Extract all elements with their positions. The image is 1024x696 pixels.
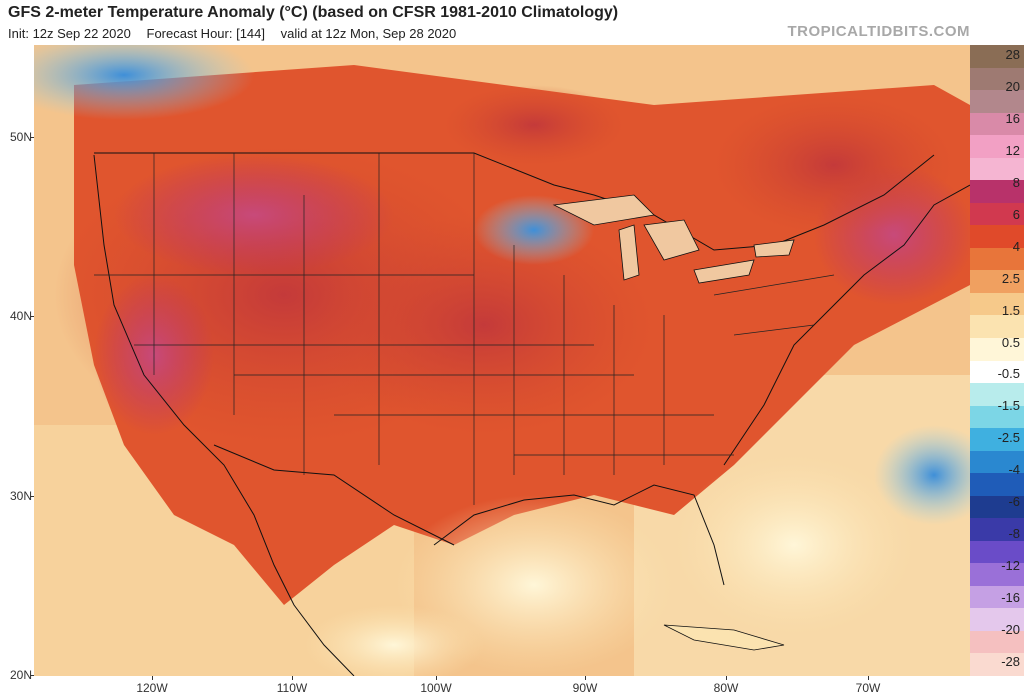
lon-label-80: 80W xyxy=(713,681,739,695)
colorbar-swatch xyxy=(970,405,1024,429)
colorbar-swatch xyxy=(970,608,1024,632)
colorbar-label: 20 xyxy=(1005,78,1020,94)
colorbar-label: 12 xyxy=(1005,142,1020,158)
lon-label-110: 110W xyxy=(276,681,308,695)
colorbar-label: -28 xyxy=(1001,654,1020,669)
colorbar-swatch xyxy=(970,383,1024,407)
lat-tick xyxy=(30,316,34,317)
colorbar-swatch xyxy=(970,653,1024,677)
state-borders xyxy=(94,153,835,505)
colorbar-swatch xyxy=(970,247,1024,271)
coastline-gulf xyxy=(433,484,725,586)
lon-tick xyxy=(436,676,437,680)
cuba-island xyxy=(663,624,785,651)
lon-tick xyxy=(152,676,153,680)
colorbar-label: -2.5 xyxy=(997,430,1020,446)
lat-tick xyxy=(30,675,34,676)
colorbar-label: -16 xyxy=(1001,590,1020,606)
colorbar-label: -0.5 xyxy=(997,366,1020,382)
lat-label-30: 30N xyxy=(9,489,32,503)
lat-label-20: 20N xyxy=(9,668,32,682)
lon-tick xyxy=(585,676,586,680)
colorbar-swatch xyxy=(970,90,1024,114)
coastline xyxy=(93,154,355,676)
lat-tick xyxy=(30,137,34,138)
colorbar-swatch xyxy=(970,630,1024,654)
colorbar-swatch xyxy=(970,585,1024,609)
colorbar-swatch xyxy=(970,337,1024,361)
lon-tick xyxy=(726,676,727,680)
colorbar-swatch xyxy=(970,473,1024,497)
colorbar-label: 8 xyxy=(1012,174,1020,190)
colorbar-swatch xyxy=(970,315,1024,339)
colorbar-swatch xyxy=(970,360,1024,384)
forecast-hour: Forecast Hour: [144] xyxy=(146,26,266,41)
site-credit: TROPICALTIDBITS.COM xyxy=(787,23,970,40)
map-canvas xyxy=(34,45,970,676)
lon-label-120: 120W xyxy=(136,681,168,695)
colorbar-label: -1.5 xyxy=(997,398,1020,414)
map-title: GFS 2-meter Temperature Anomaly (°C) (ba… xyxy=(8,4,619,21)
colorbar-swatch xyxy=(970,450,1024,474)
lat-label-50: 50N xyxy=(9,130,32,144)
colorbar-label: 28 xyxy=(1005,47,1020,62)
coastline-east xyxy=(723,184,970,466)
anomaly-map xyxy=(34,45,970,676)
lon-label-100: 100W xyxy=(420,681,452,695)
colorbar-label: -8 xyxy=(1008,526,1020,542)
colorbar-label: -12 xyxy=(1001,558,1020,574)
colorbar-label: 6 xyxy=(1012,206,1020,222)
init-time: Init: 12z Sep 22 2020 xyxy=(8,26,131,41)
colorbar-swatch xyxy=(970,45,1024,69)
colorbar-swatch xyxy=(970,563,1024,587)
lon-tick xyxy=(292,676,293,680)
colorbar-swatch xyxy=(970,67,1024,91)
colorbar-label: 0.5 xyxy=(1001,334,1020,350)
border-mexico xyxy=(213,444,455,546)
colorbar-swatch xyxy=(970,495,1024,519)
map-subtitle: Init: 12z Sep 22 2020 Forecast Hour: [14… xyxy=(8,26,468,41)
colorbar-legend: 28 20 16 12 8 6 4 2.5 1.5 0.5 -0.5 -1.5 -2.5 -4 -6 -8 -1… xyxy=(970,45,1024,677)
colorbar-label: 16 xyxy=(1005,110,1020,126)
colorbar-swatch xyxy=(970,428,1024,452)
colorbar-swatch xyxy=(970,112,1024,136)
colorbar-swatch xyxy=(970,202,1024,226)
colorbar-swatch xyxy=(970,225,1024,249)
colorbar-swatch xyxy=(970,180,1024,204)
colorbar-swatch xyxy=(970,292,1024,316)
colorbar-swatch xyxy=(970,135,1024,159)
lon-label-70: 70W xyxy=(855,681,881,695)
colorbar-label: 2.5 xyxy=(1001,270,1020,286)
colorbar-swatch xyxy=(970,157,1024,181)
colorbar-label: 1.5 xyxy=(1001,302,1020,318)
colorbar-label: -20 xyxy=(1001,622,1020,638)
colorbar-label: 4 xyxy=(1012,238,1020,254)
lat-tick xyxy=(30,496,34,497)
colorbar-label: -6 xyxy=(1008,494,1020,510)
colorbar-swatch xyxy=(970,518,1024,542)
colorbar-swatch xyxy=(970,540,1024,564)
lat-label-40: 40N xyxy=(9,309,32,323)
great-lakes xyxy=(552,194,795,284)
lon-tick xyxy=(868,676,869,680)
lon-label-90: 90W xyxy=(572,681,598,695)
colorbar-label: -4 xyxy=(1008,462,1020,478)
colorbar-swatch xyxy=(970,270,1024,294)
valid-time: valid at 12z Mon, Sep 28 2020 xyxy=(280,26,457,41)
